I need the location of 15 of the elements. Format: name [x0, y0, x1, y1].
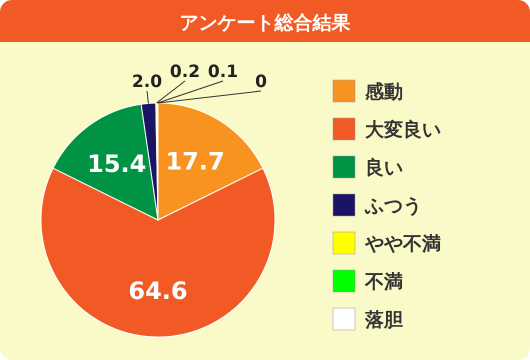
legend-label: やや不満 [364, 233, 441, 255]
chart-title: アンケート総合結果 [180, 12, 352, 34]
legend-label: 落胆 [364, 309, 403, 331]
legend-label: 良い [365, 157, 403, 179]
data-label: 0.2 [170, 62, 200, 82]
data-label: 64.6 [128, 277, 188, 306]
legend-label: 大変良い [365, 119, 441, 141]
text: 0 [255, 72, 267, 92]
data-label: 15.4 [87, 150, 146, 178]
data-label: 17.7 [165, 147, 225, 176]
legend-label: 感動 [364, 81, 403, 103]
legend-label: 不満 [364, 271, 403, 293]
data-label: 2.0 [132, 72, 162, 92]
legend-label: ふつう [364, 195, 422, 217]
data-label: 0.1 [208, 62, 238, 82]
